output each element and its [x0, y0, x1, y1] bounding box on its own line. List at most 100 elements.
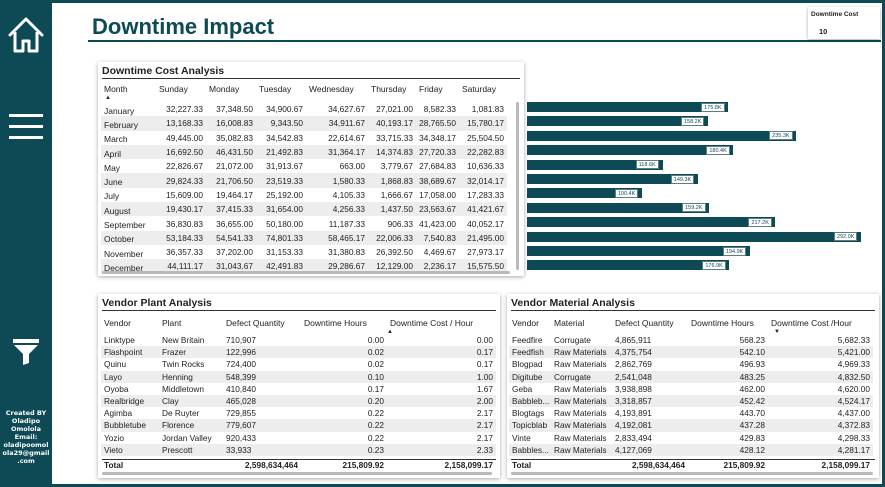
table-cell: 34,627.67: [328, 104, 365, 115]
column-header[interactable]: Vendor: [104, 318, 131, 328]
table-row[interactable]: September 36,830.83 36,655.00 50,180.00 11,1…: [101, 216, 507, 231]
table-cell: 37,348.50: [216, 104, 253, 115]
table-row[interactable]: June 29,824.33 21,706.50 23,519.33 1,580.33 1…: [101, 173, 507, 188]
table-row[interactable]: Blogpad Raw Materials 2,862,769 496.93 4,969…: [509, 358, 873, 370]
chart-bar[interactable]: [527, 102, 729, 112]
column-header[interactable]: Material: [554, 318, 585, 328]
menu-button[interactable]: [0, 112, 52, 140]
table-row[interactable]: Feedfire Corrugate 4,865,911 568.23 5,682.33: [509, 334, 873, 346]
table-cell: 21,706.50: [206, 173, 256, 188]
table-row[interactable]: Vinte Raw Materials 2,833,494 429.83 4,298.3…: [509, 432, 873, 444]
table-row[interactable]: August 19,430.17 37,415.33 31,654.00 4,256.3…: [101, 202, 507, 217]
table-cell: 3,318,857: [612, 395, 688, 408]
row-label: July: [104, 191, 120, 202]
table-row[interactable]: February 13,168.33 16,008.83 9,343.50 34,911…: [101, 116, 507, 131]
row-label: Babbles...: [509, 443, 551, 457]
chart-bar[interactable]: [527, 159, 663, 170]
table-row[interactable]: Vieto Prescott 33,933 0.23 2.33: [101, 443, 496, 457]
column-header[interactable]: Sunday: [159, 84, 188, 94]
chart-bar[interactable]: [527, 260, 730, 271]
table-row[interactable]: Quinu Twin Rocks 724,400 0.02 0.17: [101, 358, 496, 370]
chart-bar[interactable]: [527, 188, 642, 199]
table-row[interactable]: Layo Henning 548,399 0.10 1.00: [101, 370, 496, 383]
column-header[interactable]: Saturday: [462, 84, 497, 94]
table-row[interactable]: Geba Raw Materials 3,938,898 462.00 4,620.00: [509, 383, 873, 395]
table-row[interactable]: Blogtags Raw Materials 4,193,891 443.70 4,43…: [509, 407, 873, 419]
table-row[interactable]: March 49,445.00 35,082.83 34,542.83 22,614.6…: [101, 131, 507, 145]
chart-bar[interactable]: [527, 130, 797, 141]
table-row[interactable]: Realbridge Clay 465,028 0.20 2.00: [101, 395, 496, 408]
column-header[interactable]: Month: [104, 84, 128, 94]
column-header[interactable]: Monday: [209, 84, 240, 94]
table-cell: 0.17: [476, 359, 493, 370]
total-cell: 2,598,634,464: [631, 460, 685, 470]
horizontal-scrollbar[interactable]: [511, 472, 873, 475]
table-row[interactable]: Bubbletube Florence 779,607 0.22 2.17: [101, 419, 496, 432]
chart-bar[interactable]: [527, 116, 708, 127]
chart-bar[interactable]: [527, 174, 698, 184]
table-cell: 53,184.33: [156, 230, 206, 245]
table-cell: 38,689.67: [416, 173, 459, 188]
bar-data-label: 118.6K: [635, 160, 659, 170]
table-cell: 13,168.33: [156, 116, 206, 131]
column-header[interactable]: Downtime Cost /Hour: [771, 318, 852, 328]
credit-line: Omolola: [10, 425, 42, 433]
filter-button[interactable]: [0, 338, 52, 366]
home-button[interactable]: [0, 14, 52, 56]
table-cell: 5,421.00: [768, 346, 873, 359]
title-divider: [88, 40, 881, 42]
column-header[interactable]: Downtime Cost / Hour: [390, 318, 474, 328]
table-row[interactable]: Linktype New Britain 710,907 0.00 0.00: [101, 334, 496, 346]
table-cell: 22,282.83: [459, 144, 507, 160]
table-cell: 25,192.00: [266, 189, 303, 200]
chart-bar[interactable]: [527, 145, 734, 156]
column-header[interactable]: Defect Quantity: [226, 318, 285, 328]
table-row[interactable]: Digitube Corrugate 2,541,048 483.25 4,832.50: [509, 370, 873, 383]
column-header[interactable]: Friday: [419, 84, 443, 94]
column-header[interactable]: Plant: [162, 318, 182, 328]
column-header[interactable]: Tuesday: [259, 84, 292, 94]
column-header[interactable]: Downtime Hours: [304, 318, 367, 328]
row-label: November: [104, 248, 144, 259]
column-header[interactable]: Defect Quantity: [615, 318, 674, 328]
table-row[interactable]: Topicblab Raw Materials 4,192,081 437.28 4,3…: [509, 419, 873, 432]
column-header[interactable]: Vendor: [512, 318, 539, 328]
chart-bar[interactable]: [527, 231, 861, 242]
table-row[interactable]: Yozio Jordan Valley 920,433 0.22 2.17: [101, 432, 496, 444]
horizontal-scrollbar[interactable]: [102, 472, 492, 475]
table-cell: Frazer: [159, 346, 223, 359]
row-label: Agimba: [104, 408, 133, 419]
table-cell: Raw Materials: [551, 395, 612, 408]
table-cell: Corrugate: [551, 370, 612, 383]
vertical-scrollbar[interactable]: [516, 102, 519, 270]
table-row[interactable]: December 44,111.17 31,043.67 42,491.83 29,28…: [101, 259, 507, 274]
horizontal-scrollbar[interactable]: [102, 271, 510, 274]
chart-bar[interactable]: [527, 202, 710, 213]
chart-bar[interactable]: [527, 246, 750, 256]
downtime-cost-card[interactable]: Downtime Cost 10: [808, 7, 880, 39]
column-header[interactable]: Thursday: [371, 84, 407, 94]
row-label: Babbleb...: [509, 395, 551, 408]
table-row[interactable]: October 53,184.33 54,541.33 74,801.33 58,465…: [101, 230, 507, 245]
table-row[interactable]: Babbles... Raw Materials 4,127,069 428.12 4,…: [509, 443, 873, 457]
table-cell: 0.17: [367, 383, 384, 394]
table-cell: 548,399: [223, 370, 301, 383]
table-row[interactable]: April 16,692.50 46,431.50 21,492.83 31,364.1…: [101, 144, 507, 160]
table-row[interactable]: Flashpoint Frazer 122,996 0.02 0.17: [101, 346, 496, 359]
credit-line: Created BY: [5, 409, 47, 417]
row-label: Realbridge: [101, 395, 159, 408]
table-row[interactable]: Babbleb... Raw Materials 3,318,857 452.42 4,…: [509, 395, 873, 408]
table-row[interactable]: May 22,826.67 21,072.00 31,913.67 663.00 3,77…: [101, 159, 507, 173]
table-row[interactable]: January 32,227.33 37,348.50 34,900.67 34,627…: [101, 102, 507, 116]
column-header[interactable]: Wednesday: [309, 84, 354, 94]
table-cell: 49,445.00: [166, 132, 203, 143]
chart-bar[interactable]: [527, 217, 776, 228]
table-row[interactable]: Feedfish Raw Materials 4,375,754 542.10 5,42…: [509, 346, 873, 359]
table-row[interactable]: November 36,357.33 37,202.00 31,153.33 31,38…: [101, 245, 507, 259]
table-row[interactable]: Agimba De Ruyter 729,855 0.22 2.17: [101, 407, 496, 419]
row-label: September: [104, 220, 146, 231]
column-header[interactable]: Downtime Hours: [691, 318, 754, 328]
table-cell: 0.00: [367, 335, 384, 345]
table-row[interactable]: July 15,609.00 19,464.17 25,192.00 4,105.33 1…: [101, 188, 507, 202]
table-row[interactable]: Oyoba Middletown 410,840 0.17 1.67: [101, 383, 496, 395]
